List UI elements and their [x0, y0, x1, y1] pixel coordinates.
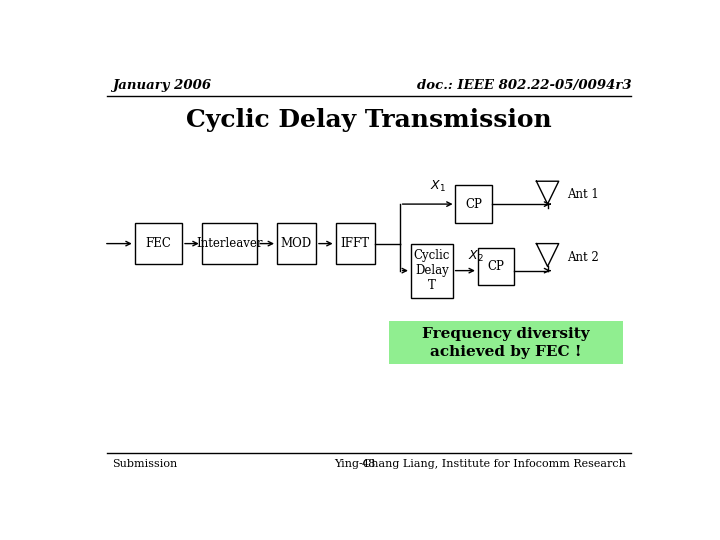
Text: Interleaver: Interleaver	[197, 237, 263, 250]
Bar	[411, 244, 453, 298]
Text: FEC: FEC	[145, 237, 171, 250]
Text: Ying-Chang Liang, Institute for Infocomm Research: Ying-Chang Liang, Institute for Infocomm…	[334, 459, 626, 469]
Bar	[135, 223, 182, 265]
Text: Ant 1: Ant 1	[567, 188, 599, 201]
Bar	[478, 248, 514, 285]
Bar	[202, 223, 258, 265]
Bar	[277, 223, 316, 265]
Text: Cyclic Delay Transmission: Cyclic Delay Transmission	[186, 109, 552, 132]
Text: CP: CP	[487, 260, 505, 273]
Text: $X_2$: $X_2$	[468, 249, 484, 265]
Text: January 2006: January 2006	[112, 79, 212, 92]
Text: MOD: MOD	[281, 237, 312, 250]
Text: $X_1$: $X_1$	[431, 179, 446, 194]
Bar	[456, 185, 492, 223]
Text: Cyclic
Delay
T: Cyclic Delay T	[413, 249, 450, 292]
Text: CP: CP	[465, 198, 482, 211]
Bar	[389, 321, 623, 364]
Text: doc.: IEEE 802.22-05/0094r3: doc.: IEEE 802.22-05/0094r3	[417, 79, 631, 92]
Bar	[336, 223, 374, 265]
Text: 48: 48	[362, 459, 376, 469]
Text: achieved by FEC !: achieved by FEC !	[430, 345, 582, 359]
Text: Submission: Submission	[112, 459, 178, 469]
Text: IFFT: IFFT	[341, 237, 369, 250]
Text: Frequency diversity: Frequency diversity	[422, 327, 590, 341]
Text: Ant 2: Ant 2	[567, 251, 599, 264]
